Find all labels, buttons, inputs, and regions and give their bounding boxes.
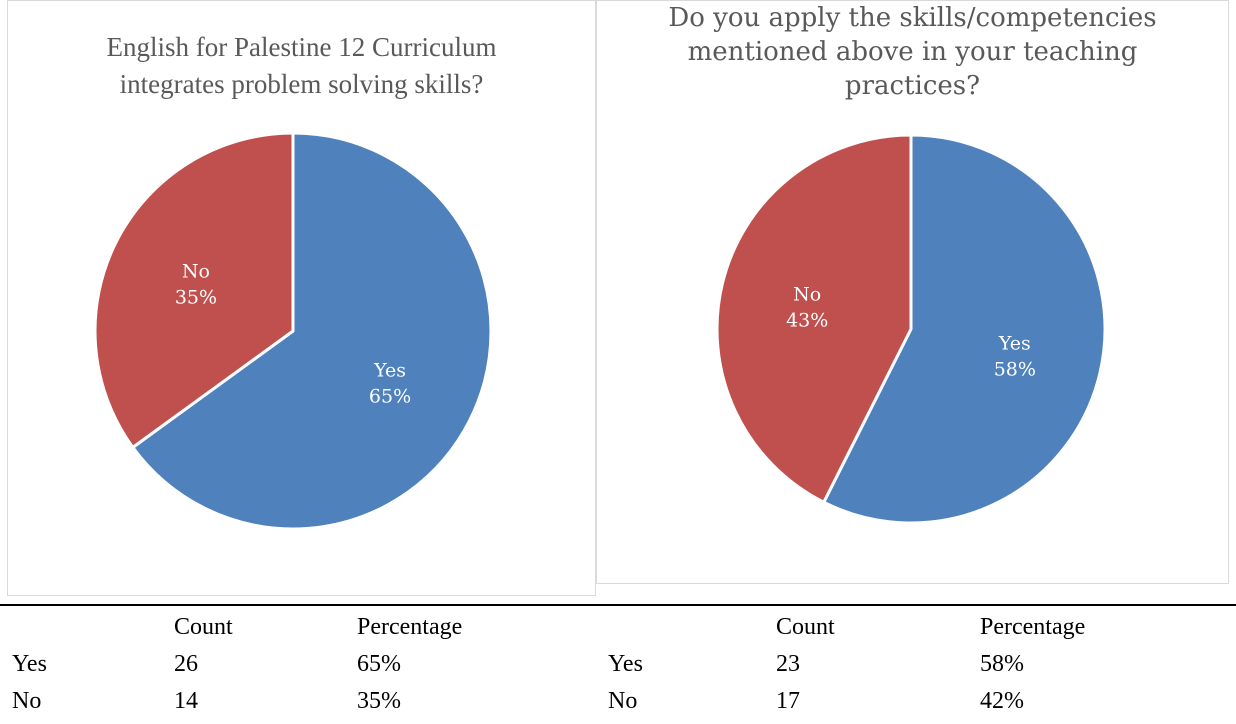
table-top-rule (0, 604, 1236, 606)
slice-category-label: No (182, 261, 210, 283)
slice-category-label: Yes (998, 333, 1031, 355)
percentage-cell: 65% (357, 651, 401, 677)
counts-table-problem-solving: Count Percentage Yes 26 65% No 14 35% (12, 609, 557, 720)
table-row: No 17 42% (608, 683, 1180, 720)
count-cell: 26 (174, 651, 198, 677)
pie-slice-yes (131, 131, 493, 531)
count-cell: 17 (776, 688, 800, 714)
percentage-cell: 42% (980, 688, 1024, 714)
slice-percent-label: 58% (994, 359, 1036, 381)
table-header-row: Count Percentage (12, 609, 557, 646)
pie-slice-no (715, 133, 913, 504)
header-cell: Count (174, 614, 233, 640)
percentage-cell: 58% (980, 651, 1024, 677)
table-header-row: Count Percentage (608, 609, 1180, 646)
header-cell: Percentage (980, 614, 1086, 640)
slice-percent-label: 65% (369, 385, 411, 407)
header-cell: Count (776, 614, 835, 640)
chart-title: English for Palestine 12 Curriculum inte… (106, 32, 497, 99)
pie-chart-apply-skills: Do you apply the skills/competencies men… (596, 0, 1229, 584)
count-cell: 23 (776, 651, 800, 677)
header-cell (608, 609, 776, 646)
table-row: Yes 23 58% (608, 646, 1180, 683)
header-cell: Percentage (357, 614, 463, 640)
pie-slice-no (93, 131, 295, 449)
pie-plot: Yes 58% No 43% (715, 133, 1107, 525)
row-label: Yes (12, 651, 47, 677)
table-row: Yes 26 65% (12, 646, 557, 683)
slice-category-label: Yes (373, 359, 406, 381)
table-row: No 14 35% (12, 683, 557, 720)
header-cell (12, 609, 174, 646)
row-label: No (608, 688, 638, 714)
slice-percent-label: 43% (786, 309, 828, 331)
row-label: Yes (608, 651, 643, 677)
slice-percent-label: 35% (175, 287, 217, 309)
pie-chart-problem-solving: English for Palestine 12 Curriculum inte… (7, 0, 596, 596)
row-label: No (12, 688, 42, 714)
pie-slice-yes (822, 133, 1107, 525)
pie-plot: Yes 65% No 35% (93, 131, 493, 531)
slice-category-label: No (793, 283, 821, 305)
count-cell: 14 (174, 688, 198, 714)
counts-table-apply-skills: Count Percentage Yes 23 58% No 17 42% (608, 609, 1180, 720)
percentage-cell: 35% (357, 688, 401, 714)
chart-title: Do you apply the skills/competencies men… (668, 3, 1157, 101)
